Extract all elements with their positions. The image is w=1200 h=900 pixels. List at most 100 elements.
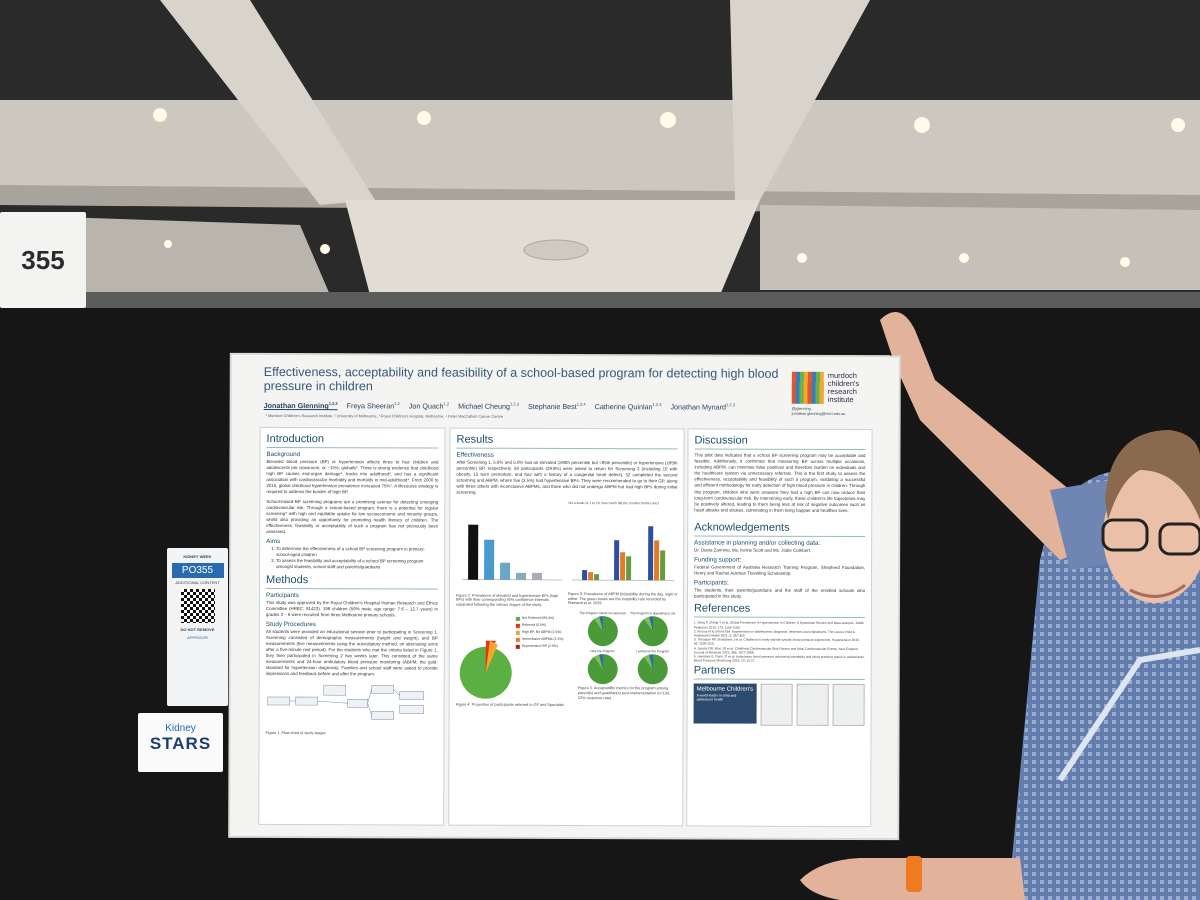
stars-bottom: STARS	[149, 734, 212, 753]
pie-cell: I welcome the Program	[628, 650, 676, 686]
bar-figure	[572, 526, 675, 581]
figure-caption: Figure 4. Proportion of participants ref…	[455, 702, 565, 708]
stars-top: Kidney	[165, 723, 196, 734]
pie-cell: The Program is appealing to me	[628, 612, 676, 648]
figure-caption: Figure 1. Flow chart of study stages	[265, 730, 326, 735]
legend-swatch	[515, 644, 520, 649]
partner-logo	[832, 684, 865, 727]
card-brand: KIDNEY WEEK	[183, 554, 212, 559]
figure-4: Not Referred (84.4%) Referred (5.6%) High …	[456, 611, 575, 709]
author-affiliation: 1,2	[394, 401, 400, 407]
author-affiliation: 1,2,3	[328, 401, 338, 407]
legend-entry: Hypertensive BP (2.5%)	[515, 643, 574, 650]
author-affiliation: 1,2,3	[652, 402, 662, 408]
side-card: KIDNEY WEEK PO355 ADDITIONAL CONTENT DO …	[167, 548, 228, 706]
author-affiliation: 1,2,3	[726, 402, 735, 408]
pie-figure	[459, 641, 512, 700]
figure-3: On a scale of 1 to 10, how much did the …	[568, 500, 678, 609]
flow-chart	[267, 684, 424, 720]
column-left: Introduction Background Elevated blood p…	[258, 426, 446, 826]
partner-logo	[760, 684, 793, 727]
bar-figure	[462, 524, 563, 580]
card-label: ADDITIONAL CONTENT	[175, 580, 220, 585]
paragraph: The students, their parents/guardians an…	[693, 587, 866, 599]
aim: To determine the effectiveness of a scho…	[276, 546, 438, 559]
author-name: Jon Quach	[408, 401, 444, 411]
figure-5: The Program meets my approval The Program…	[578, 611, 677, 709]
subheading: Participants:	[694, 579, 729, 587]
section-heading: Results	[456, 433, 678, 450]
aim: To assess the feasibility and acceptabil…	[276, 558, 438, 571]
figure-row: Not Referred (84.4%) Referred (5.6%) High …	[456, 611, 677, 709]
pie	[637, 616, 668, 647]
ceiling-beam	[730, 0, 870, 200]
pie-label: The Program meets my approval	[579, 611, 626, 616]
paragraph: Federal Government of Australia Research…	[694, 564, 866, 576]
kidney-stars: Kidney STARS	[138, 713, 223, 772]
paragraph: School-based BP screening programs are a…	[266, 498, 439, 535]
paragraph: This study was approved by the Royal Chi…	[265, 599, 438, 618]
poster: Effectiveness, acceptability and feasibi…	[230, 354, 899, 839]
pie-label: I welcome the Program	[636, 649, 670, 654]
reference: 1. Song P, Zhang Y et al. Global Prevale…	[693, 620, 864, 630]
affiliations: ¹ Murdoch Children's Research Institute,…	[265, 413, 503, 419]
figure-row: Figure 2. Prevalence of elevated and hyp…	[456, 499, 678, 609]
author-name: Michael Cheung	[458, 402, 511, 412]
author-name: Jonathan Glenning	[263, 401, 329, 411]
legend-label: Hypertensive BP (2.5%)	[521, 644, 558, 649]
author: Jonathan Mynard1,2,3	[670, 403, 734, 412]
column-right: Discussion This pilot data indicates tha…	[686, 428, 873, 828]
subheading: Study Procedures	[265, 620, 316, 628]
figure-2: Figure 2. Prevalence of elevated and hyp…	[456, 499, 564, 608]
legend-swatch	[515, 630, 520, 635]
paragraph: After Screening 1, 5.6% and 5.0% had an …	[456, 459, 678, 496]
legend-swatch	[515, 623, 520, 628]
subheading: Assistance in planning and/or collecting…	[694, 539, 821, 547]
card-note: DO NOT REMOVE	[180, 627, 215, 632]
author: Freya Sheeran1,2	[347, 401, 400, 411]
logo-mark	[791, 371, 824, 404]
subheading: Background	[266, 450, 301, 459]
column-middle: Results Effectiveness After Screening 1,…	[448, 427, 685, 827]
reference-list: 1. Song P, Zhang Y et al. Global Prevale…	[694, 621, 865, 664]
figure-caption: Figure 2. Prevalence of elevated and hyp…	[455, 593, 559, 607]
pie	[587, 654, 618, 685]
pie-cell: The Program meets my approval	[578, 611, 626, 647]
author-affiliation: 1,2	[443, 401, 450, 407]
partner-logos: Melbourne Children's A world leader in ch…	[693, 683, 865, 727]
paragraph: Elevated blood pressure (BP) or hyperten…	[266, 458, 439, 495]
subheading: Aims	[266, 538, 281, 546]
author: Jon Quach1,2	[409, 402, 449, 411]
section-heading: References	[693, 602, 865, 619]
section-heading: Methods	[266, 573, 439, 590]
paragraph: This pilot data indicates that a school …	[694, 452, 866, 513]
ceiling-panel	[760, 205, 1200, 290]
section-heading: Acknowledgements	[694, 521, 866, 537]
legend-label: Referred (5.6%)	[521, 623, 547, 628]
pie-grid: The Program meets my approval The Program…	[578, 611, 677, 685]
poster-title: Effectiveness, acceptability and feasibi…	[263, 364, 779, 394]
card-code: PO355	[171, 563, 224, 578]
author: Catherine Quinlan1,2,3	[595, 402, 662, 411]
partner-name: Melbourne Children's	[696, 686, 754, 694]
reference: 5. Hamdani G, Flynn JT et al. Ambulatory…	[693, 654, 865, 663]
institute-logo: murdoch children's research institute @j…	[791, 371, 892, 417]
pie-cell: I like the Program	[578, 649, 626, 685]
pie	[637, 654, 668, 685]
ceiling-beam	[0, 100, 1200, 200]
author-name: Jonathan Mynard	[670, 402, 727, 412]
ceiling-beam	[160, 0, 375, 205]
legend-swatch	[515, 637, 520, 642]
legend-swatch	[515, 616, 520, 621]
subheading: Participants	[265, 591, 299, 599]
partner-logo	[796, 684, 829, 727]
booth-number: 355	[0, 212, 86, 308]
author: Stephanie Best1,2,4	[528, 402, 586, 411]
section-heading: Partners	[693, 664, 865, 681]
aims-list: To determine the effectiveness of a scho…	[266, 546, 438, 571]
author: Michael Cheung1,2,3	[458, 402, 519, 411]
partner-main: Melbourne Children's A world leader in ch…	[693, 683, 757, 725]
author-name: Stephanie Best	[527, 402, 577, 412]
pie-label: The Program is appealing to me	[630, 611, 676, 616]
